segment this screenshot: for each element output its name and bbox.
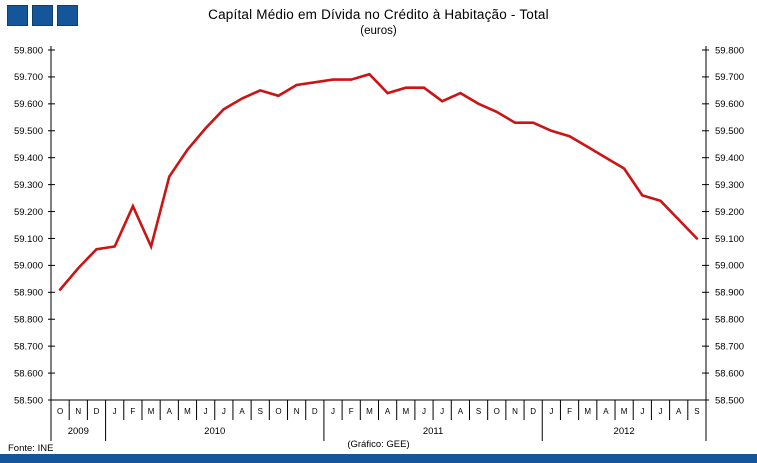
x-tick-label-month: J <box>422 407 426 416</box>
x-tick-label-month: F <box>349 407 354 416</box>
data-line <box>58 72 699 291</box>
y-tick-label-right: 59.000 <box>715 261 744 272</box>
y-tick-label-left: 59.200 <box>14 207 43 218</box>
y-tick-label-right: 58.700 <box>715 341 744 352</box>
x-tick-label-month: M <box>366 407 373 416</box>
y-tick-label-left: 59.300 <box>14 180 43 191</box>
x-tick-label-month: A <box>385 407 391 416</box>
x-tick-label-month: M <box>184 407 191 416</box>
y-tick-label-right: 58.500 <box>715 395 744 406</box>
x-tick-label-month: J <box>549 407 553 416</box>
y-tick-label-right: 59.200 <box>715 207 744 218</box>
x-tick-label-month: N <box>512 407 518 416</box>
y-tick-label-right: 59.600 <box>715 99 744 110</box>
y-tick-label-left: 59.000 <box>14 261 43 272</box>
y-tick-label-left: 58.600 <box>14 368 43 379</box>
chart-credit: (Gráfico: GEE) <box>347 439 410 450</box>
x-tick-label-year: 2009 <box>68 426 89 437</box>
x-tick-label-month: D <box>530 407 536 416</box>
x-tick-label-month: M <box>621 407 628 416</box>
logo <box>7 5 78 26</box>
x-tick-label-month: S <box>476 407 481 416</box>
y-tick-label-right: 59.800 <box>715 45 744 56</box>
x-tick-label-month: F <box>130 407 135 416</box>
x-tick-label-month: A <box>239 407 245 416</box>
x-tick-label-month: J <box>113 407 117 416</box>
x-tick-label-month: M <box>148 407 155 416</box>
y-tick-label-right: 58.800 <box>715 315 744 326</box>
x-tick-label-month: M <box>402 407 409 416</box>
y-tick-label-left: 59.600 <box>14 99 43 110</box>
y-tick-label-left: 59.500 <box>14 126 43 137</box>
x-tick-label-month: J <box>440 407 444 416</box>
x-tick-label-month: A <box>167 407 173 416</box>
y-tick-label-left: 59.800 <box>14 45 43 56</box>
y-tick-label-right: 59.500 <box>715 126 744 137</box>
x-tick-label-month: S <box>258 407 263 416</box>
x-tick-label-month: J <box>222 407 226 416</box>
x-tick-label-month: F <box>567 407 572 416</box>
chart-title: Capítal Médio em Dívida no Crédito à Hab… <box>208 7 549 22</box>
y-tick-label-left: 58.800 <box>14 315 43 326</box>
y-tick-label-right: 58.600 <box>715 368 744 379</box>
y-tick-label-left: 58.700 <box>14 341 43 352</box>
y-tick-label-left: 58.900 <box>14 288 43 299</box>
x-tick-label-month: D <box>312 407 318 416</box>
y-tick-label-right: 59.700 <box>715 72 744 83</box>
y-tick-label-right: 59.300 <box>715 180 744 191</box>
source-label: Fonte: INE <box>8 443 54 454</box>
x-tick-label-month: J <box>640 407 644 416</box>
y-tick-label-left: 59.100 <box>14 234 43 245</box>
logo-square <box>57 5 78 26</box>
x-tick-label-year: 2011 <box>423 426 443 437</box>
x-tick-label-month: D <box>94 407 100 416</box>
bottom-bar <box>0 454 757 463</box>
x-tick-label-month: A <box>603 407 609 416</box>
x-tick-label-month: J <box>659 407 663 416</box>
x-tick-label-month: A <box>676 407 682 416</box>
x-tick-label-month: O <box>57 407 63 416</box>
x-tick-label-month: N <box>75 407 81 416</box>
x-tick-label-year: 2012 <box>614 426 635 437</box>
logo-square <box>7 5 28 26</box>
x-tick-label-month: O <box>275 407 281 416</box>
x-tick-label-year: 2010 <box>204 426 225 437</box>
x-tick-label-month: J <box>204 407 208 416</box>
y-tick-label-right: 58.900 <box>715 288 744 299</box>
y-tick-label-left: 59.700 <box>14 72 43 83</box>
y-tick-label-left: 59.400 <box>14 153 43 164</box>
y-tick-label-right: 59.100 <box>715 234 744 245</box>
x-tick-label-month: M <box>584 407 591 416</box>
x-tick-label-month: A <box>458 407 464 416</box>
x-tick-label-month: O <box>494 407 500 416</box>
y-tick-label-left: 58.500 <box>14 395 43 406</box>
x-tick-label-month: J <box>331 407 335 416</box>
chart-subtitle: (euros) <box>360 25 397 37</box>
logo-square <box>32 5 53 26</box>
x-tick-label-month: S <box>694 407 699 416</box>
x-tick-label-month: N <box>294 407 300 416</box>
y-tick-label-right: 59.400 <box>715 153 744 164</box>
